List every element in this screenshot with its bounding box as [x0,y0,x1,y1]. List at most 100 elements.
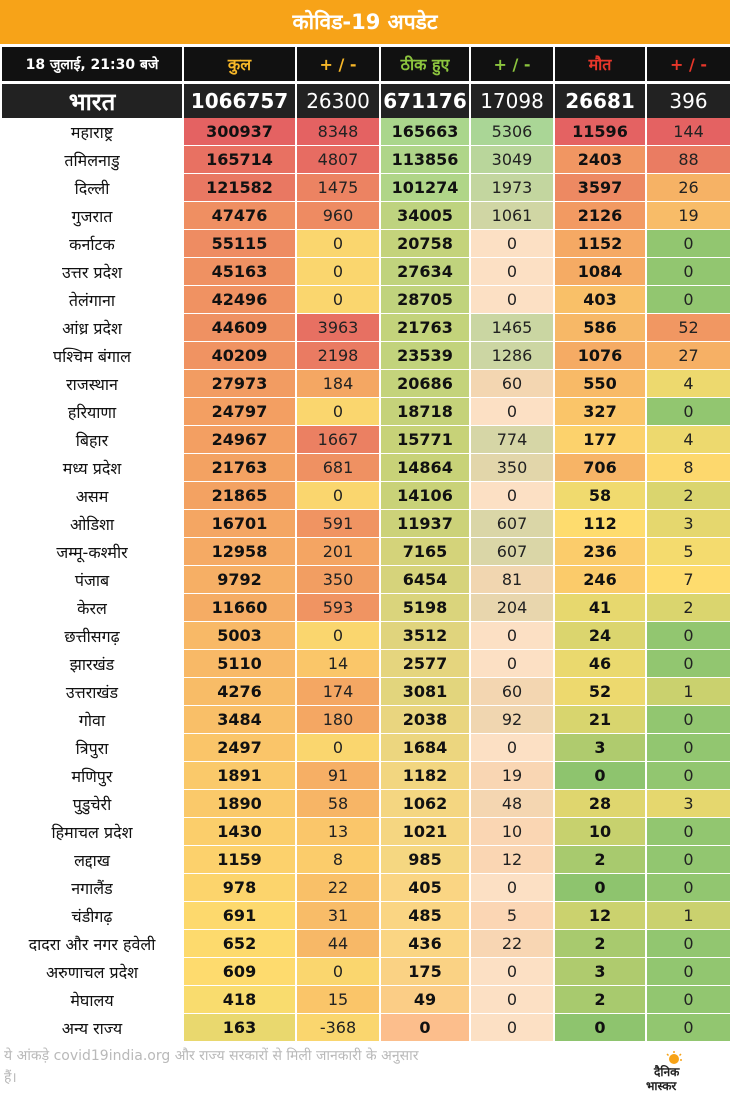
recovered: 28705 [381,286,469,314]
deaths: 550 [555,370,645,398]
deaths: 52 [555,678,645,706]
total-cases: 21865 [184,482,295,510]
table-row: पुडुचेरी 1890 58 1062 48 28 3 [2,790,730,818]
recovered-change: 0 [471,230,553,258]
deaths-change: 0 [647,622,730,650]
page-title: कोविड-19 अपडेट [0,0,730,44]
recovered-change: 0 [471,258,553,286]
total-cases: 163 [184,1014,295,1042]
deaths-change: 0 [647,398,730,426]
recovered-change: 3049 [471,146,553,174]
state-name: अरुणाचल प्रदेश [2,958,182,986]
total-change: 3963 [297,314,379,342]
total-change: 8 [297,846,379,874]
table-row: मणिपुर 1891 91 1182 19 0 0 [2,762,730,790]
india-total-row: भारत 1066757 26300 671176 17098 26681 39… [2,84,730,118]
recovered: 6454 [381,566,469,594]
state-name: बिहार [2,426,182,454]
total-change: 184 [297,370,379,398]
deaths-change: 88 [647,146,730,174]
india-deaths-change: 396 [647,84,730,118]
state-name: चंडीगढ़ [2,902,182,930]
table-row: अरुणाचल प्रदेश 609 0 175 0 3 0 [2,958,730,986]
recovered: 101274 [381,174,469,202]
recovered: 2577 [381,650,469,678]
total-change: 14 [297,650,379,678]
state-name: केरल [2,594,182,622]
recovered: 3081 [381,678,469,706]
deaths-change: 0 [647,286,730,314]
recovered: 175 [381,958,469,986]
logo-text-line2: भास्कर [646,1079,677,1093]
table-row: दादरा और नगर हवेली 652 44 436 22 2 0 [2,930,730,958]
recovered: 18718 [381,398,469,426]
recovered-change: 19 [471,762,553,790]
deaths-change: 0 [647,930,730,958]
india-name: भारत [2,84,182,118]
deaths-change: 26 [647,174,730,202]
total-cases: 44609 [184,314,295,342]
deaths: 46 [555,650,645,678]
covid-table: 18 जुलाई, 21:30 बजे कुल + / - ठीक हुए + … [0,47,730,1042]
total-cases: 40209 [184,342,295,370]
table-row: चंडीगढ़ 691 31 485 5 12 1 [2,902,730,930]
deaths: 0 [555,762,645,790]
recovered: 1021 [381,818,469,846]
table-row: अन्य राज्य 163 -368 0 0 0 0 [2,1014,730,1042]
state-name: हिमाचल प्रदेश [2,818,182,846]
deaths-change: 0 [647,846,730,874]
table-row: कर्नाटक 55115 0 20758 0 1152 0 [2,230,730,258]
deaths-change: 3 [647,790,730,818]
recovered-change: 60 [471,678,553,706]
recovered-change: 1465 [471,314,553,342]
table-row: मेघालय 418 15 49 0 2 0 [2,986,730,1014]
recovered-change: 10 [471,818,553,846]
recovered: 49 [381,986,469,1014]
recovered: 23539 [381,342,469,370]
recovered: 11937 [381,510,469,538]
recovered: 485 [381,902,469,930]
total-change: 960 [297,202,379,230]
total-change: 0 [297,230,379,258]
total-change: 201 [297,538,379,566]
total-change: 2198 [297,342,379,370]
recovered-change: 60 [471,370,553,398]
recovered: 405 [381,874,469,902]
recovered-change: 5306 [471,118,553,146]
recovered: 5198 [381,594,469,622]
recovered-change: 0 [471,398,553,426]
total-cases: 24797 [184,398,295,426]
recovered-change: 0 [471,986,553,1014]
state-name: कर्नाटक [2,230,182,258]
header-deaths: मौत [555,47,645,81]
deaths-change: 0 [647,706,730,734]
deaths-change: 1 [647,678,730,706]
total-cases: 5003 [184,622,295,650]
total-change: -368 [297,1014,379,1042]
deaths-change: 4 [647,370,730,398]
deaths-change: 0 [647,734,730,762]
total-change: 0 [297,398,379,426]
deaths: 327 [555,398,645,426]
state-name: ओडिशा [2,510,182,538]
recovered: 34005 [381,202,469,230]
recovered-change: 1061 [471,202,553,230]
recovered: 1182 [381,762,469,790]
state-name: मणिपुर [2,762,182,790]
recovered-change: 1973 [471,174,553,202]
total-cases: 3484 [184,706,295,734]
recovered-change: 607 [471,538,553,566]
deaths: 21 [555,706,645,734]
table-row: उत्तर प्रदेश 45163 0 27634 0 1084 0 [2,258,730,286]
table-row: त्रिपुरा 2497 0 1684 0 3 0 [2,734,730,762]
recovered: 436 [381,930,469,958]
deaths: 2403 [555,146,645,174]
total-cases: 12958 [184,538,295,566]
recovered-change: 350 [471,454,553,482]
deaths-change: 3 [647,510,730,538]
total-change: 681 [297,454,379,482]
state-name: छत्तीसगढ़ [2,622,182,650]
state-name: पंजाब [2,566,182,594]
recovered-change: 48 [471,790,553,818]
deaths: 11596 [555,118,645,146]
